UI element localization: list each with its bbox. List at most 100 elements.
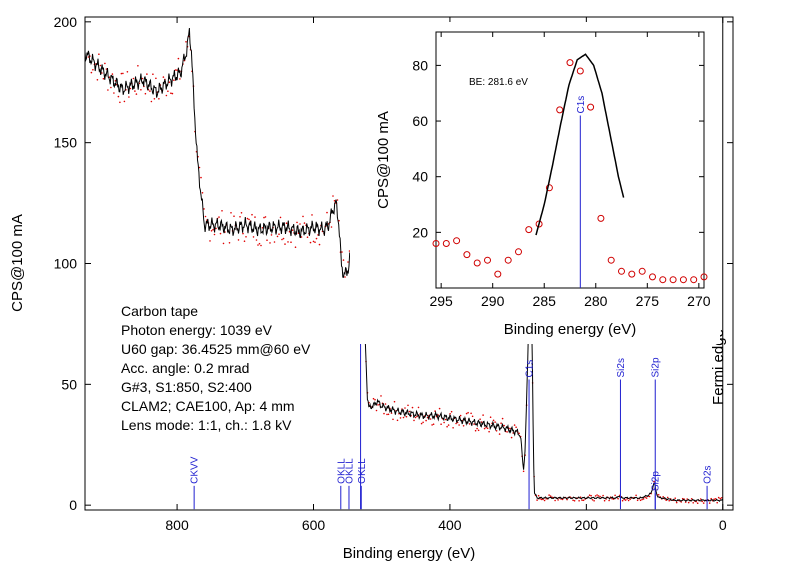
inset-data-point (432, 240, 440, 247)
main-data-point (597, 495, 600, 497)
main-data-point (509, 427, 511, 430)
main-data-point (123, 100, 126, 103)
inset-fit-line (535, 53, 625, 236)
main-data-point (579, 496, 582, 499)
inset-x-tick-label: 275 (636, 293, 660, 309)
main-data-point (137, 65, 139, 67)
inset-data-point (607, 256, 615, 264)
main-data-point (141, 77, 144, 80)
main-data-point (200, 176, 202, 179)
main-data-point (219, 232, 222, 235)
main-data-point (204, 215, 207, 218)
main-data-point (513, 424, 516, 426)
main-data-point (536, 499, 538, 501)
main-data-point (318, 243, 321, 246)
main-data-point (281, 238, 283, 241)
main-data-point (687, 501, 690, 504)
inset-data-point (504, 256, 512, 264)
main-data-point (644, 496, 646, 499)
main-data-point (117, 95, 120, 98)
main-data-point (122, 72, 124, 75)
main-data-point (341, 251, 343, 253)
main-data-point (674, 497, 676, 500)
main-data-point (614, 494, 616, 497)
main-data-point (230, 212, 232, 214)
main-data-point (134, 90, 136, 92)
main-data-point (210, 230, 213, 232)
main-data-point (162, 76, 165, 78)
main-data-point (387, 413, 390, 416)
main-data-point (627, 499, 630, 502)
annotation-block: Carbon tape Photon energy: 1039 eV U60 g… (121, 303, 311, 433)
main-data-point (468, 423, 471, 425)
main-data-point (599, 495, 601, 498)
main-data-point (420, 422, 423, 425)
peak-marker-label: OKLL (344, 458, 355, 484)
main-data-point (303, 222, 306, 224)
main-data-point (119, 101, 121, 104)
inset-background (350, 22, 720, 344)
peak-marker-label: OKLL (336, 458, 347, 484)
main-fit-line (84, 27, 724, 503)
main-data-point (474, 429, 477, 432)
main-data-point (264, 216, 267, 218)
peak-marker-label: CKVV (190, 456, 201, 484)
inset-data-point (628, 270, 636, 278)
main-data-point (473, 423, 475, 425)
main-data-point (708, 502, 711, 504)
main-y-tick-label: 200 (54, 14, 78, 30)
main-data-point (482, 414, 484, 416)
main-data-point (306, 236, 309, 238)
main-data-point (636, 499, 639, 502)
main-data-point (572, 499, 574, 502)
main-data-point (285, 222, 288, 224)
main-data-point (302, 215, 304, 218)
inset-data-point (556, 106, 564, 114)
main-data-point (153, 98, 156, 100)
main-data-point (611, 497, 613, 500)
main-data-point (686, 498, 688, 500)
main-data-point (413, 419, 415, 422)
inset-y-tick-label: 60 (412, 113, 428, 129)
main-data-point (110, 86, 112, 89)
main-data-point (624, 499, 627, 501)
main-data-point (543, 499, 546, 502)
main-data-point (101, 72, 103, 74)
main-data-point (165, 94, 168, 97)
main-data-point (380, 395, 382, 397)
main-data-point (549, 495, 552, 497)
main-data-point (239, 216, 241, 218)
main-data-point (315, 237, 318, 240)
inset-chart: C1s 295 290 285 280 275 270 20 40 60 80 BE: 281.6… (350, 22, 720, 344)
main-data-point (326, 211, 328, 214)
main-data-point (477, 429, 480, 432)
main-data-point (408, 410, 411, 413)
main-data-point (291, 229, 294, 231)
main-data-point (270, 234, 273, 236)
inset-data-point (525, 226, 533, 234)
main-data-point (440, 423, 442, 426)
main-data-point (276, 235, 279, 238)
main-data-point (404, 407, 406, 409)
main-data-point (266, 239, 268, 241)
main-data-point (278, 233, 280, 235)
main-data-point (495, 430, 498, 432)
main-data-point (171, 92, 174, 95)
main-data-point (150, 100, 153, 103)
main-data-point (104, 62, 106, 65)
peak-marker-label: C1s (525, 360, 536, 378)
main-data-point (437, 414, 439, 416)
main-y-tick-label: 150 (54, 135, 78, 151)
main-data-point (596, 494, 598, 496)
main-data-point (177, 57, 180, 60)
main-data-point (128, 96, 130, 98)
main-data-point (237, 239, 240, 241)
main-data-point (588, 494, 591, 497)
main-data-point (240, 212, 243, 214)
inset-x-tick-label: 295 (429, 293, 453, 309)
peak-marker-label: O2s (703, 465, 714, 483)
main-data-point (113, 92, 115, 94)
main-data-point (149, 90, 151, 92)
main-x-tick-label: 800 (165, 517, 189, 533)
main-data-point (503, 424, 505, 427)
